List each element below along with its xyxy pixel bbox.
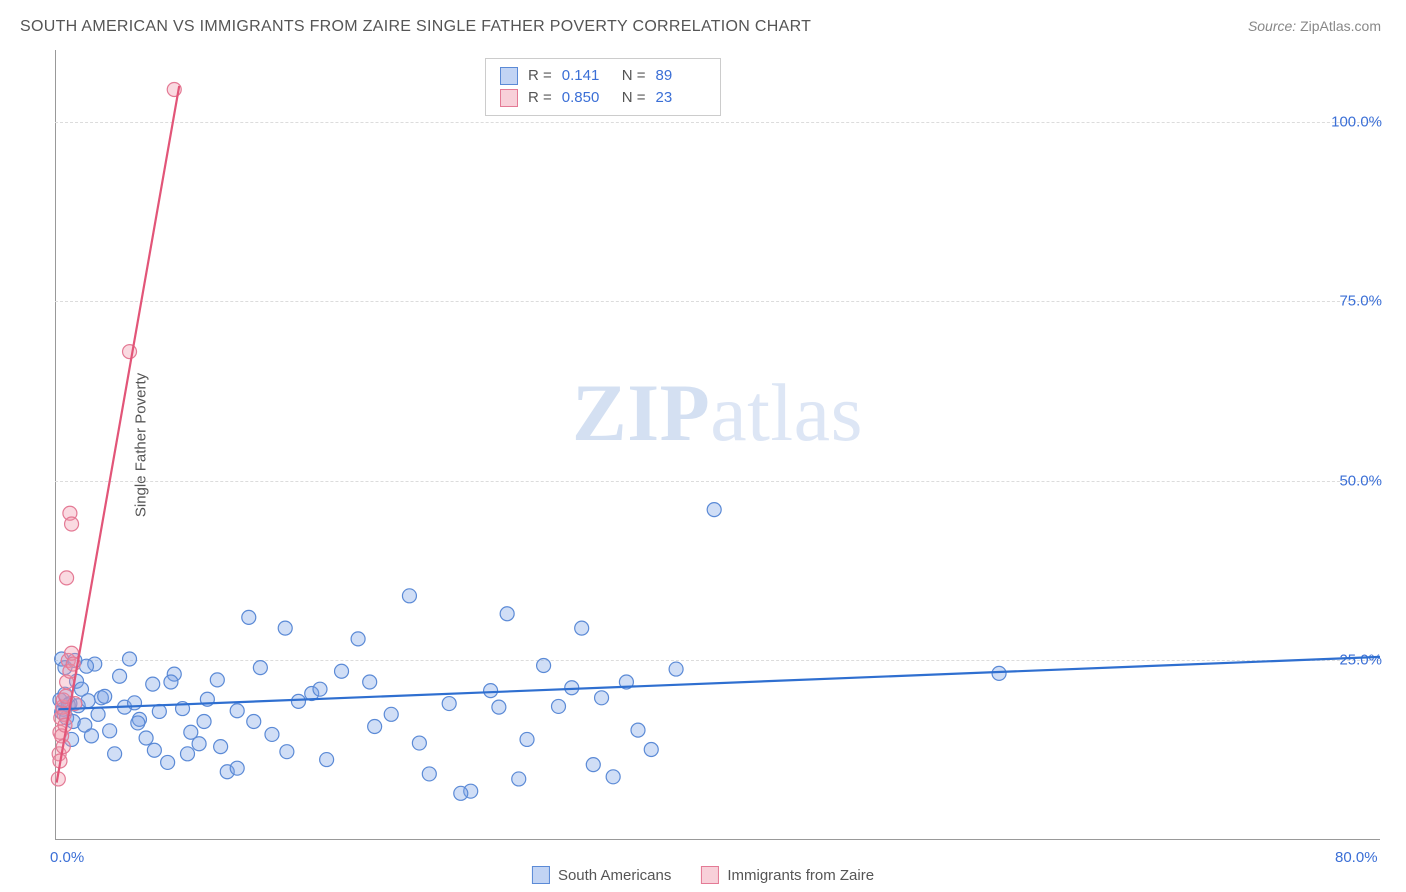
source-value: ZipAtlas.com [1300,18,1381,34]
scatter-point-south_americans [363,675,377,689]
scatter-point-south_americans [586,758,600,772]
x-tick: 80.0% [1335,849,1378,866]
scatter-point-south_americans [181,747,195,761]
scatter-point-south_americans [606,770,620,784]
scatter-point-south_americans [230,704,244,718]
legend-label-blue: South Americans [558,867,671,884]
r-label-blue: R = [528,65,552,87]
chart-svg [55,50,1380,840]
scatter-point-south_americans [147,743,161,757]
legend-item-blue: South Americans [532,866,671,884]
scatter-point-south_americans [161,755,175,769]
scatter-point-south_americans [146,677,160,691]
correlation-legend: R = 0.141 N = 89 R = 0.850 N = 23 [485,58,721,116]
scatter-point-south_americans [128,696,142,710]
scatter-point-south_americans [242,610,256,624]
r-label-pink: R = [528,87,552,109]
scatter-point-south_americans [707,503,721,517]
scatter-point-south_americans [552,699,566,713]
scatter-point-south_americans [313,682,327,696]
chart-title: SOUTH AMERICAN VS IMMIGRANTS FROM ZAIRE … [20,18,811,36]
scatter-point-south_americans [278,621,292,635]
scatter-point-south_americans [164,675,178,689]
scatter-point-south_americans [537,658,551,672]
legend-item-pink: Immigrants from Zaire [701,866,874,884]
scatter-point-south_americans [512,772,526,786]
source-label: Source: [1248,18,1296,34]
series-legend: South Americans Immigrants from Zaire [532,866,874,884]
scatter-points [51,83,1006,801]
scatter-point-south_americans [520,732,534,746]
scatter-point-south_americans [669,662,683,676]
legend-label-pink: Immigrants from Zaire [727,867,874,884]
scatter-point-south_americans [123,652,137,666]
swatch-pink-bottom [701,866,719,884]
scatter-point-south_americans [320,753,334,767]
scatter-point-south_americans [79,659,93,673]
chart-source: Source: ZipAtlas.com [1248,18,1381,34]
scatter-point-south_americans [253,661,267,675]
n-value-blue: 89 [656,65,706,87]
scatter-point-south_americans [575,621,589,635]
scatter-point-south_americans [113,669,127,683]
scatter-point-south_americans [291,694,305,708]
scatter-point-south_americans [84,729,98,743]
scatter-point-south_americans [81,694,95,708]
scatter-point-south_americans [265,727,279,741]
chart-container: SOUTH AMERICAN VS IMMIGRANTS FROM ZAIRE … [0,0,1406,892]
swatch-blue-bottom [532,866,550,884]
scatter-point-immigrants_zaire [60,571,74,585]
scatter-point-south_americans [197,715,211,729]
legend-row-pink: R = 0.850 N = 23 [500,87,706,109]
n-value-pink: 23 [656,87,706,109]
scatter-point-south_americans [384,707,398,721]
scatter-point-south_americans [230,761,244,775]
scatter-point-south_americans [368,720,382,734]
scatter-point-south_americans [247,715,261,729]
plot-area: Single Father Poverty ZIPatlas 25.0%50.0… [55,50,1380,840]
scatter-point-south_americans [214,740,228,754]
scatter-point-south_americans [402,589,416,603]
scatter-point-south_americans [139,731,153,745]
scatter-point-south_americans [108,747,122,761]
n-label-pink: N = [622,87,646,109]
scatter-point-south_americans [484,684,498,698]
scatter-point-south_americans [192,737,206,751]
scatter-point-south_americans [280,745,294,759]
r-value-pink: 0.850 [562,87,612,109]
scatter-point-south_americans [131,716,145,730]
scatter-point-south_americans [500,607,514,621]
scatter-point-south_americans [412,736,426,750]
scatter-point-south_americans [492,700,506,714]
scatter-point-south_americans [992,666,1006,680]
r-value-blue: 0.141 [562,65,612,87]
scatter-point-south_americans [103,724,117,738]
scatter-point-south_americans [210,673,224,687]
scatter-point-south_americans [454,786,468,800]
scatter-point-south_americans [335,664,349,678]
scatter-point-south_americans [644,743,658,757]
trend-lines [57,86,1380,783]
scatter-point-immigrants_zaire [65,517,79,531]
swatch-blue [500,67,518,85]
scatter-point-south_americans [98,689,112,703]
legend-row-blue: R = 0.141 N = 89 [500,65,706,87]
scatter-point-south_americans [442,697,456,711]
scatter-point-south_americans [91,707,105,721]
scatter-point-south_americans [351,632,365,646]
swatch-pink [500,89,518,107]
scatter-point-south_americans [422,767,436,781]
x-tick: 0.0% [50,849,84,866]
n-label-blue: N = [622,65,646,87]
scatter-point-south_americans [631,723,645,737]
scatter-point-south_americans [595,691,609,705]
